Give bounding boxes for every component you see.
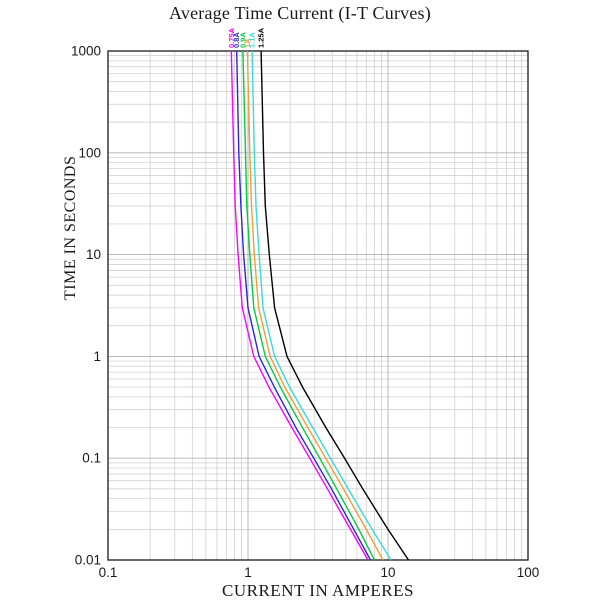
x-tick-label: 10 xyxy=(380,565,395,580)
x-tick-label: 1 xyxy=(244,565,252,580)
curve-1.1A xyxy=(251,50,392,561)
y-tick-label: 0.1 xyxy=(82,451,101,466)
curve-1A xyxy=(246,50,384,561)
y-tick-label: 10 xyxy=(86,247,101,262)
y-tick-label: 1000 xyxy=(71,44,101,59)
curve-label-1.25A: 1.25A xyxy=(257,27,266,48)
y-tick-label: 0.01 xyxy=(75,553,101,568)
x-tick-label: 100 xyxy=(517,565,540,580)
curve-0.75A xyxy=(230,50,369,561)
x-tick-label: 0.1 xyxy=(99,565,118,580)
y-tick-label: 1 xyxy=(93,349,101,364)
curve-0.9A xyxy=(242,50,376,561)
curve-label-1.1A: 1.1A xyxy=(248,32,257,48)
curve-label-0.9A: 0.9A xyxy=(238,32,247,48)
curve-0.8A xyxy=(236,50,372,561)
curve-1.25A xyxy=(260,50,410,561)
curve-label-0.8A: 0.8A xyxy=(232,32,241,48)
chart-title: Average Time Current (I-T Curves) xyxy=(169,3,431,23)
y-tick-label: 100 xyxy=(78,145,101,160)
plot-frame xyxy=(107,50,529,561)
curve-label-1A: 1A xyxy=(243,38,252,48)
curve-label-0.75A: 0.75A xyxy=(227,27,236,48)
x-axis-title: CURRENT IN AMPERES xyxy=(222,581,414,600)
